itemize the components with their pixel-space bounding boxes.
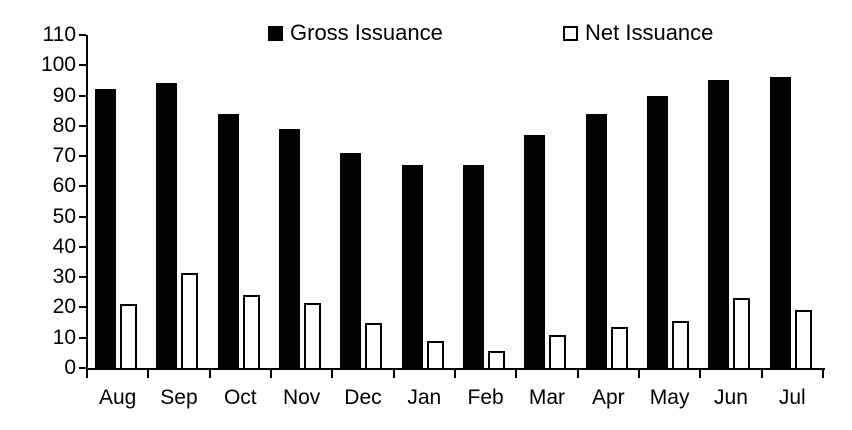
x-axis-label-jan: Jan xyxy=(407,386,442,409)
y-axis-tick-label: 70 xyxy=(52,144,76,168)
net-series-swatch-icon xyxy=(563,25,578,41)
x-axis-label-sep: Sep xyxy=(160,386,198,409)
y-axis-tick xyxy=(79,155,86,158)
legend-label-gross: Gross Issuance xyxy=(290,20,443,45)
x-axis-tick xyxy=(637,370,640,378)
x-axis-label-jun: Jun xyxy=(714,386,748,409)
gross-bar-oct xyxy=(217,113,239,368)
gross-series-swatch-icon xyxy=(268,25,283,41)
net-bar-aug xyxy=(120,304,137,370)
net-bar-sep xyxy=(181,272,199,370)
x-axis-label-mar: Mar xyxy=(528,386,566,409)
y-axis-tick xyxy=(79,185,86,188)
y-axis-tick-label: 60 xyxy=(52,174,76,198)
y-axis-tick xyxy=(79,367,86,369)
gross-bar-mar xyxy=(524,134,546,368)
legend-label-net: Net Issuance xyxy=(585,20,714,45)
net-bar-apr xyxy=(610,327,628,370)
gross-bar-may xyxy=(646,95,668,368)
legend-item-net: Net Issuance xyxy=(563,20,713,46)
gross-bar-nov xyxy=(278,128,300,368)
y-axis-line xyxy=(86,35,88,370)
gross-bar-dec xyxy=(340,153,362,368)
gross-bar-feb xyxy=(462,165,484,368)
y-axis-tick xyxy=(79,64,86,67)
y-axis-tick-label: 110 xyxy=(42,23,76,46)
y-axis-tick-label: 0 xyxy=(64,356,76,379)
net-bar-jul xyxy=(794,310,812,370)
x-axis-line xyxy=(86,368,825,370)
x-axis-label-oct: Oct xyxy=(223,386,257,409)
y-axis-tick-label: 100 xyxy=(40,53,76,77)
x-axis-tick xyxy=(760,370,763,378)
x-axis-tick xyxy=(453,370,456,378)
x-axis-tick xyxy=(208,370,211,378)
net-bar-nov xyxy=(303,302,321,370)
y-axis-tick-label: 30 xyxy=(52,265,76,289)
gross-bar-jan xyxy=(401,165,423,368)
x-axis-label-apr: Apr xyxy=(591,386,625,409)
net-bar-jan xyxy=(426,340,444,370)
net-bar-may xyxy=(671,321,689,370)
y-axis-tick xyxy=(79,34,86,36)
gross-bar-jul xyxy=(769,77,791,368)
y-axis-tick-label: 40 xyxy=(52,234,76,258)
y-axis-tick xyxy=(79,276,86,279)
y-axis-tick-label: 10 xyxy=(52,325,76,349)
x-axis-tick xyxy=(821,370,824,378)
x-axis-label-nov: Nov xyxy=(282,386,321,409)
x-axis-label-feb: Feb xyxy=(467,386,504,409)
y-axis-tick xyxy=(79,215,86,218)
y-axis-tick xyxy=(79,124,86,127)
y-axis-tick-label: 90 xyxy=(52,83,76,107)
y-axis-tick-label: 50 xyxy=(52,204,76,228)
x-axis-tick xyxy=(515,370,518,378)
net-bar-jun xyxy=(733,298,751,370)
y-axis-tick-label: 20 xyxy=(52,295,76,319)
x-axis-tick xyxy=(269,370,272,378)
net-bar-oct xyxy=(242,295,260,370)
legend-item-gross: Gross Issuance xyxy=(268,20,443,46)
x-axis-tick xyxy=(86,370,88,378)
x-axis-tick xyxy=(392,370,395,378)
y-axis-tick xyxy=(79,306,86,309)
gross-bar-apr xyxy=(585,113,607,368)
gross-bar-sep xyxy=(156,83,178,368)
y-axis-tick-label: 80 xyxy=(52,113,76,137)
x-axis-tick xyxy=(576,370,579,378)
net-bar-mar xyxy=(549,334,567,370)
x-axis-tick xyxy=(331,370,334,378)
y-axis-tick xyxy=(79,336,86,339)
gross-bar-aug xyxy=(95,89,116,368)
x-axis-label-aug: Aug xyxy=(98,386,137,409)
x-axis-tick xyxy=(147,370,150,378)
gross-bar-jun xyxy=(708,80,730,368)
net-bar-dec xyxy=(365,322,383,370)
x-axis-label-jul: Jul xyxy=(778,386,806,409)
y-axis-tick xyxy=(79,94,86,97)
x-axis-label-dec: Dec xyxy=(344,386,382,409)
x-axis-label-may: May xyxy=(649,386,690,409)
y-axis-tick xyxy=(79,245,86,248)
net-bar-feb xyxy=(487,351,505,370)
x-axis-tick xyxy=(699,370,702,378)
